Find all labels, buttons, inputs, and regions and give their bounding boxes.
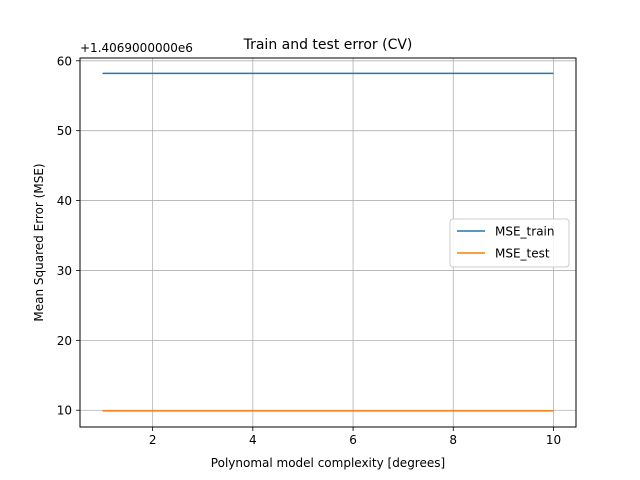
x-tick-label: 2 [149,433,157,447]
x-tick-label: 10 [546,433,561,447]
x-axis-label: Polynomal model complexity [degrees] [211,456,445,470]
x-tick-label: 6 [349,433,357,447]
y-tick-label: 50 [57,124,72,138]
y-tick-label: 60 [57,54,72,68]
x-tick-label: 8 [449,433,457,447]
y-tick-label: 40 [57,194,72,208]
y-offset-label: +1.4069000000e6 [80,41,193,55]
x-tick-label: 4 [249,433,257,447]
plot-frame [79,57,577,428]
y-tick-label: 20 [57,334,72,348]
y-axis-label: Mean Squared Error (MSE) [32,163,46,321]
ticks: 2 4 6 8 10 10 20 30 40 50 60 [57,54,561,447]
y-tick-label: 10 [57,404,72,418]
legend-label-mse-test: MSE_test [495,247,550,261]
y-tick-label: 30 [57,264,72,278]
legend: MSE_train MSE_test [449,218,570,268]
legend-label-mse-train: MSE_train [495,225,554,239]
chart-title: Train and test error (CV) [243,37,413,53]
series-lines [102,72,554,412]
